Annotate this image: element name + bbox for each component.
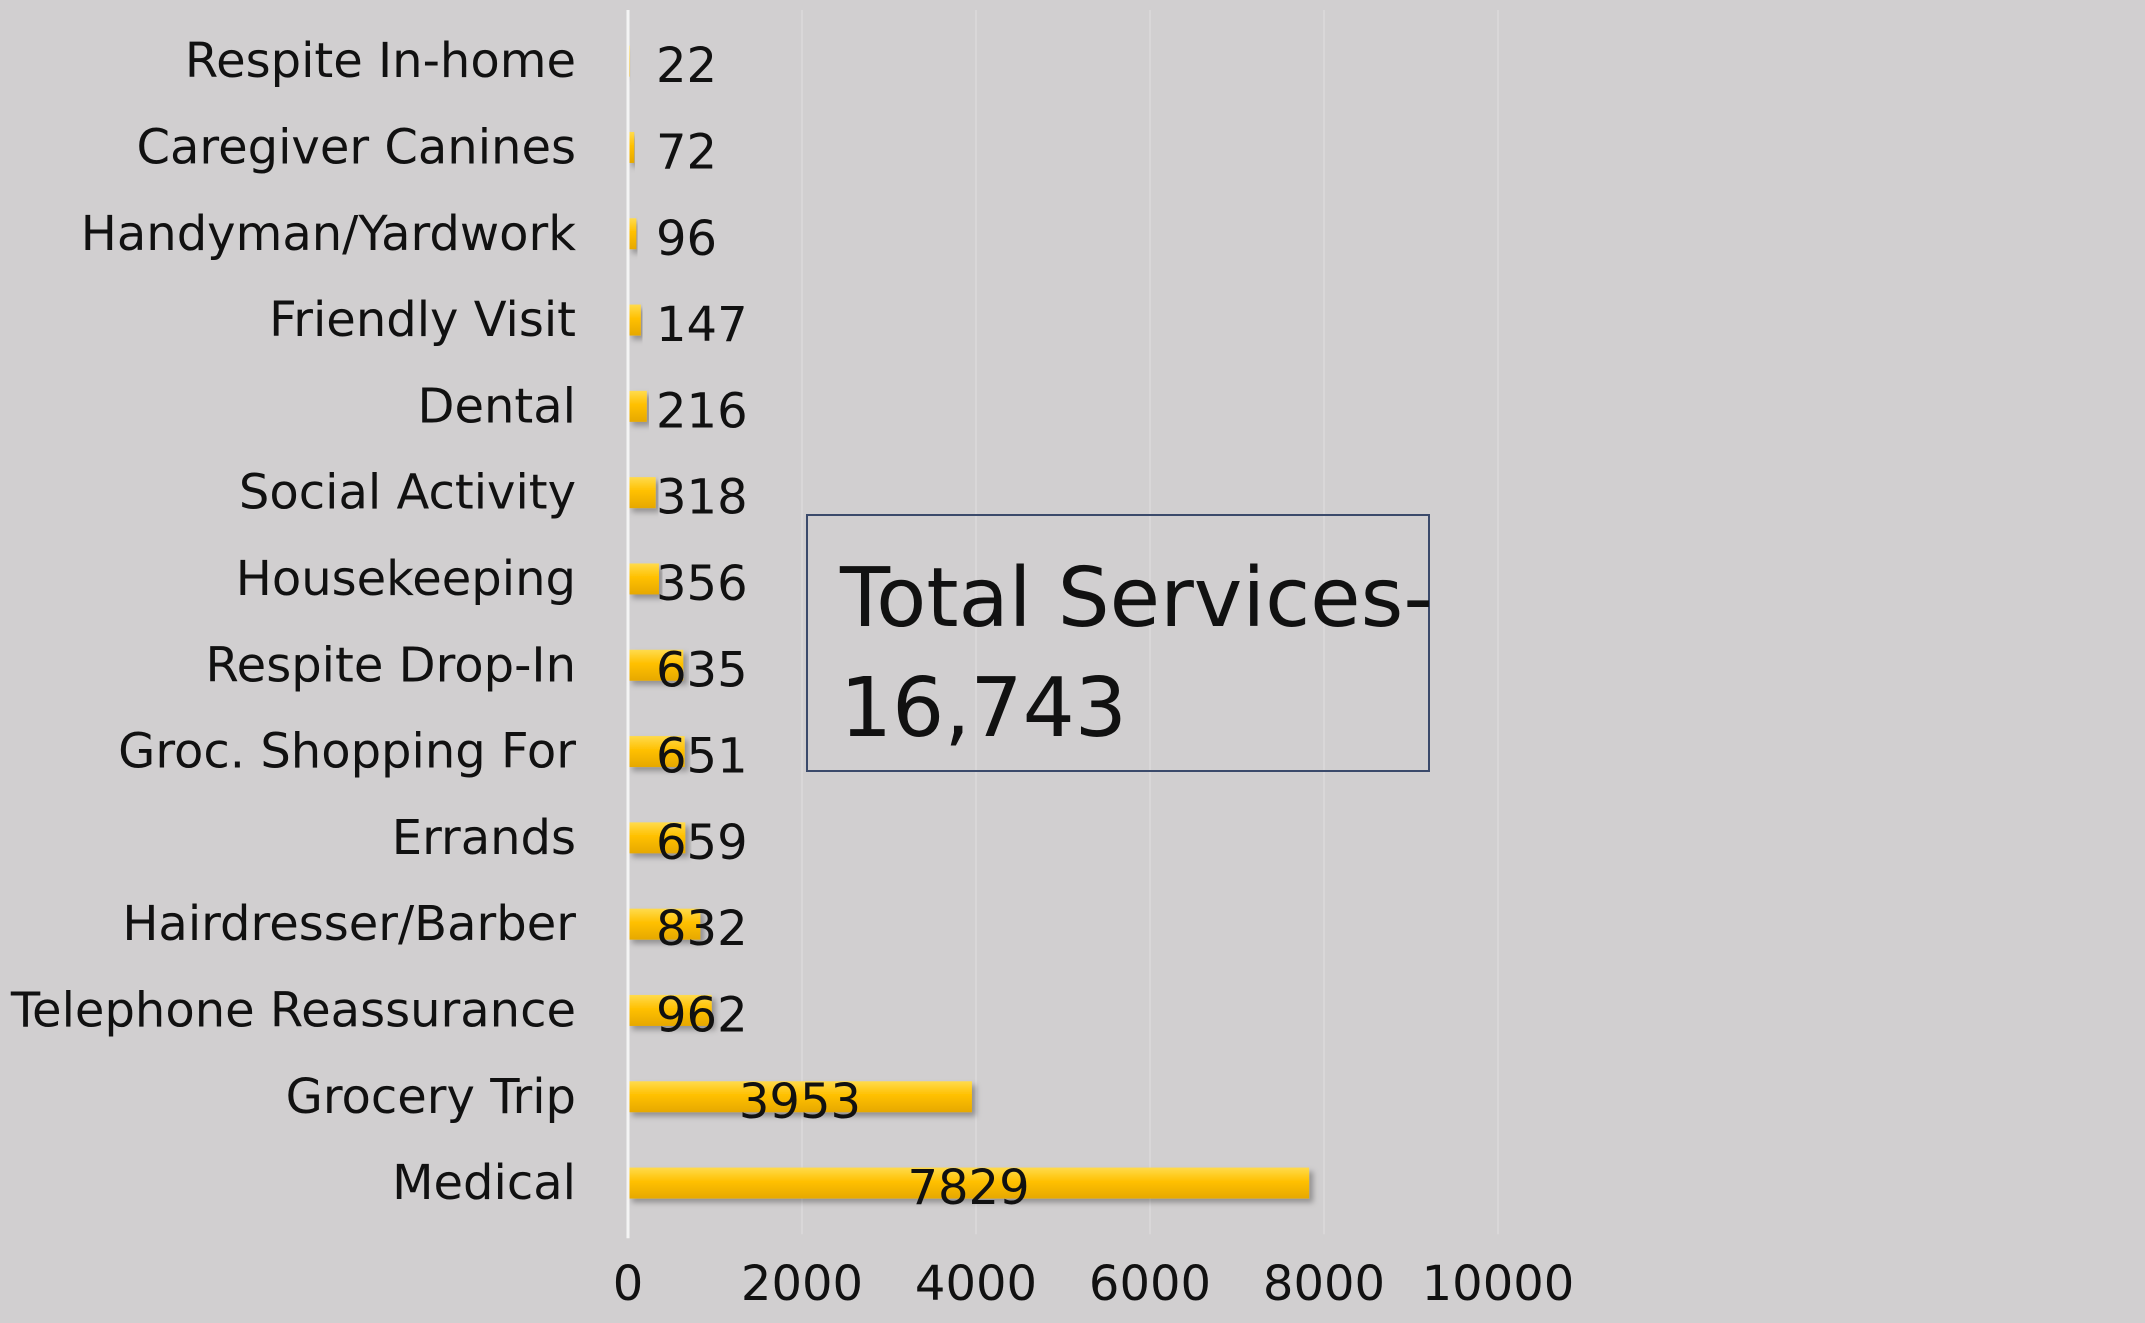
bar — [628, 390, 647, 422]
category-label: Errands — [392, 810, 576, 866]
bar — [628, 649, 684, 681]
category-label: Respite In-home — [185, 33, 576, 89]
bar — [628, 908, 701, 940]
data-label: 96 — [656, 211, 717, 267]
category-label: Hairdresser/Barber — [122, 896, 576, 952]
total-services-label: Total Services- — [840, 551, 1433, 646]
data-label: 7829 — [907, 1160, 1029, 1216]
category-label: Social Activity — [239, 465, 576, 521]
data-label: 635 — [656, 642, 748, 698]
category-label: Respite Drop-In — [205, 637, 576, 693]
x-tick-label: 6000 — [1089, 1256, 1211, 1312]
data-label: 216 — [656, 383, 748, 439]
category-label: Handyman/Yardwork — [81, 206, 576, 262]
data-label: 356 — [656, 556, 748, 612]
data-label: 3953 — [739, 1074, 861, 1130]
gridlines — [801, 10, 1499, 1235]
data-label: 22 — [656, 38, 717, 94]
data-label: 962 — [656, 987, 748, 1043]
total-services-value: 16,743 — [840, 661, 1127, 756]
category-label: Caregiver Canines — [136, 119, 576, 175]
category-label: Housekeeping — [236, 551, 576, 607]
data-label: 659 — [656, 815, 748, 871]
bar — [628, 1167, 1310, 1199]
total-services-callout: Total Services- 16,743 — [806, 514, 1433, 772]
data-label: 832 — [656, 901, 748, 957]
category-label: Telephone Reassurance — [10, 982, 576, 1038]
data-label: 147 — [656, 297, 748, 353]
x-axis-ticks: 0 2000 4000 6000 8000 10000 — [613, 1256, 1575, 1312]
x-tick-label: 10000 — [1422, 1256, 1575, 1312]
bar — [628, 822, 686, 854]
category-label: Friendly Visit — [269, 292, 576, 348]
bar — [628, 563, 659, 595]
x-tick-label: 2000 — [741, 1256, 863, 1312]
category-label: Groc. Shopping For — [118, 724, 576, 780]
bar — [628, 477, 656, 509]
bar — [628, 131, 635, 163]
x-tick-label: 4000 — [915, 1256, 1037, 1312]
data-label: 318 — [656, 470, 748, 526]
bar — [628, 304, 641, 336]
bar — [628, 218, 637, 250]
bar — [628, 994, 712, 1026]
bars — [628, 45, 1310, 1199]
labels: Respite In-home 22 Caregiver Canines 72 Hand… — [10, 33, 1030, 1216]
category-label: Dental — [418, 378, 576, 434]
bar — [628, 736, 685, 768]
x-tick-label: 8000 — [1263, 1256, 1385, 1312]
x-tick-label: 0 — [613, 1256, 644, 1312]
category-label: Grocery Trip — [286, 1069, 576, 1125]
data-label: 72 — [656, 124, 717, 180]
data-label: 651 — [656, 729, 748, 785]
category-label: Medical — [392, 1155, 576, 1211]
bar — [628, 1081, 972, 1113]
